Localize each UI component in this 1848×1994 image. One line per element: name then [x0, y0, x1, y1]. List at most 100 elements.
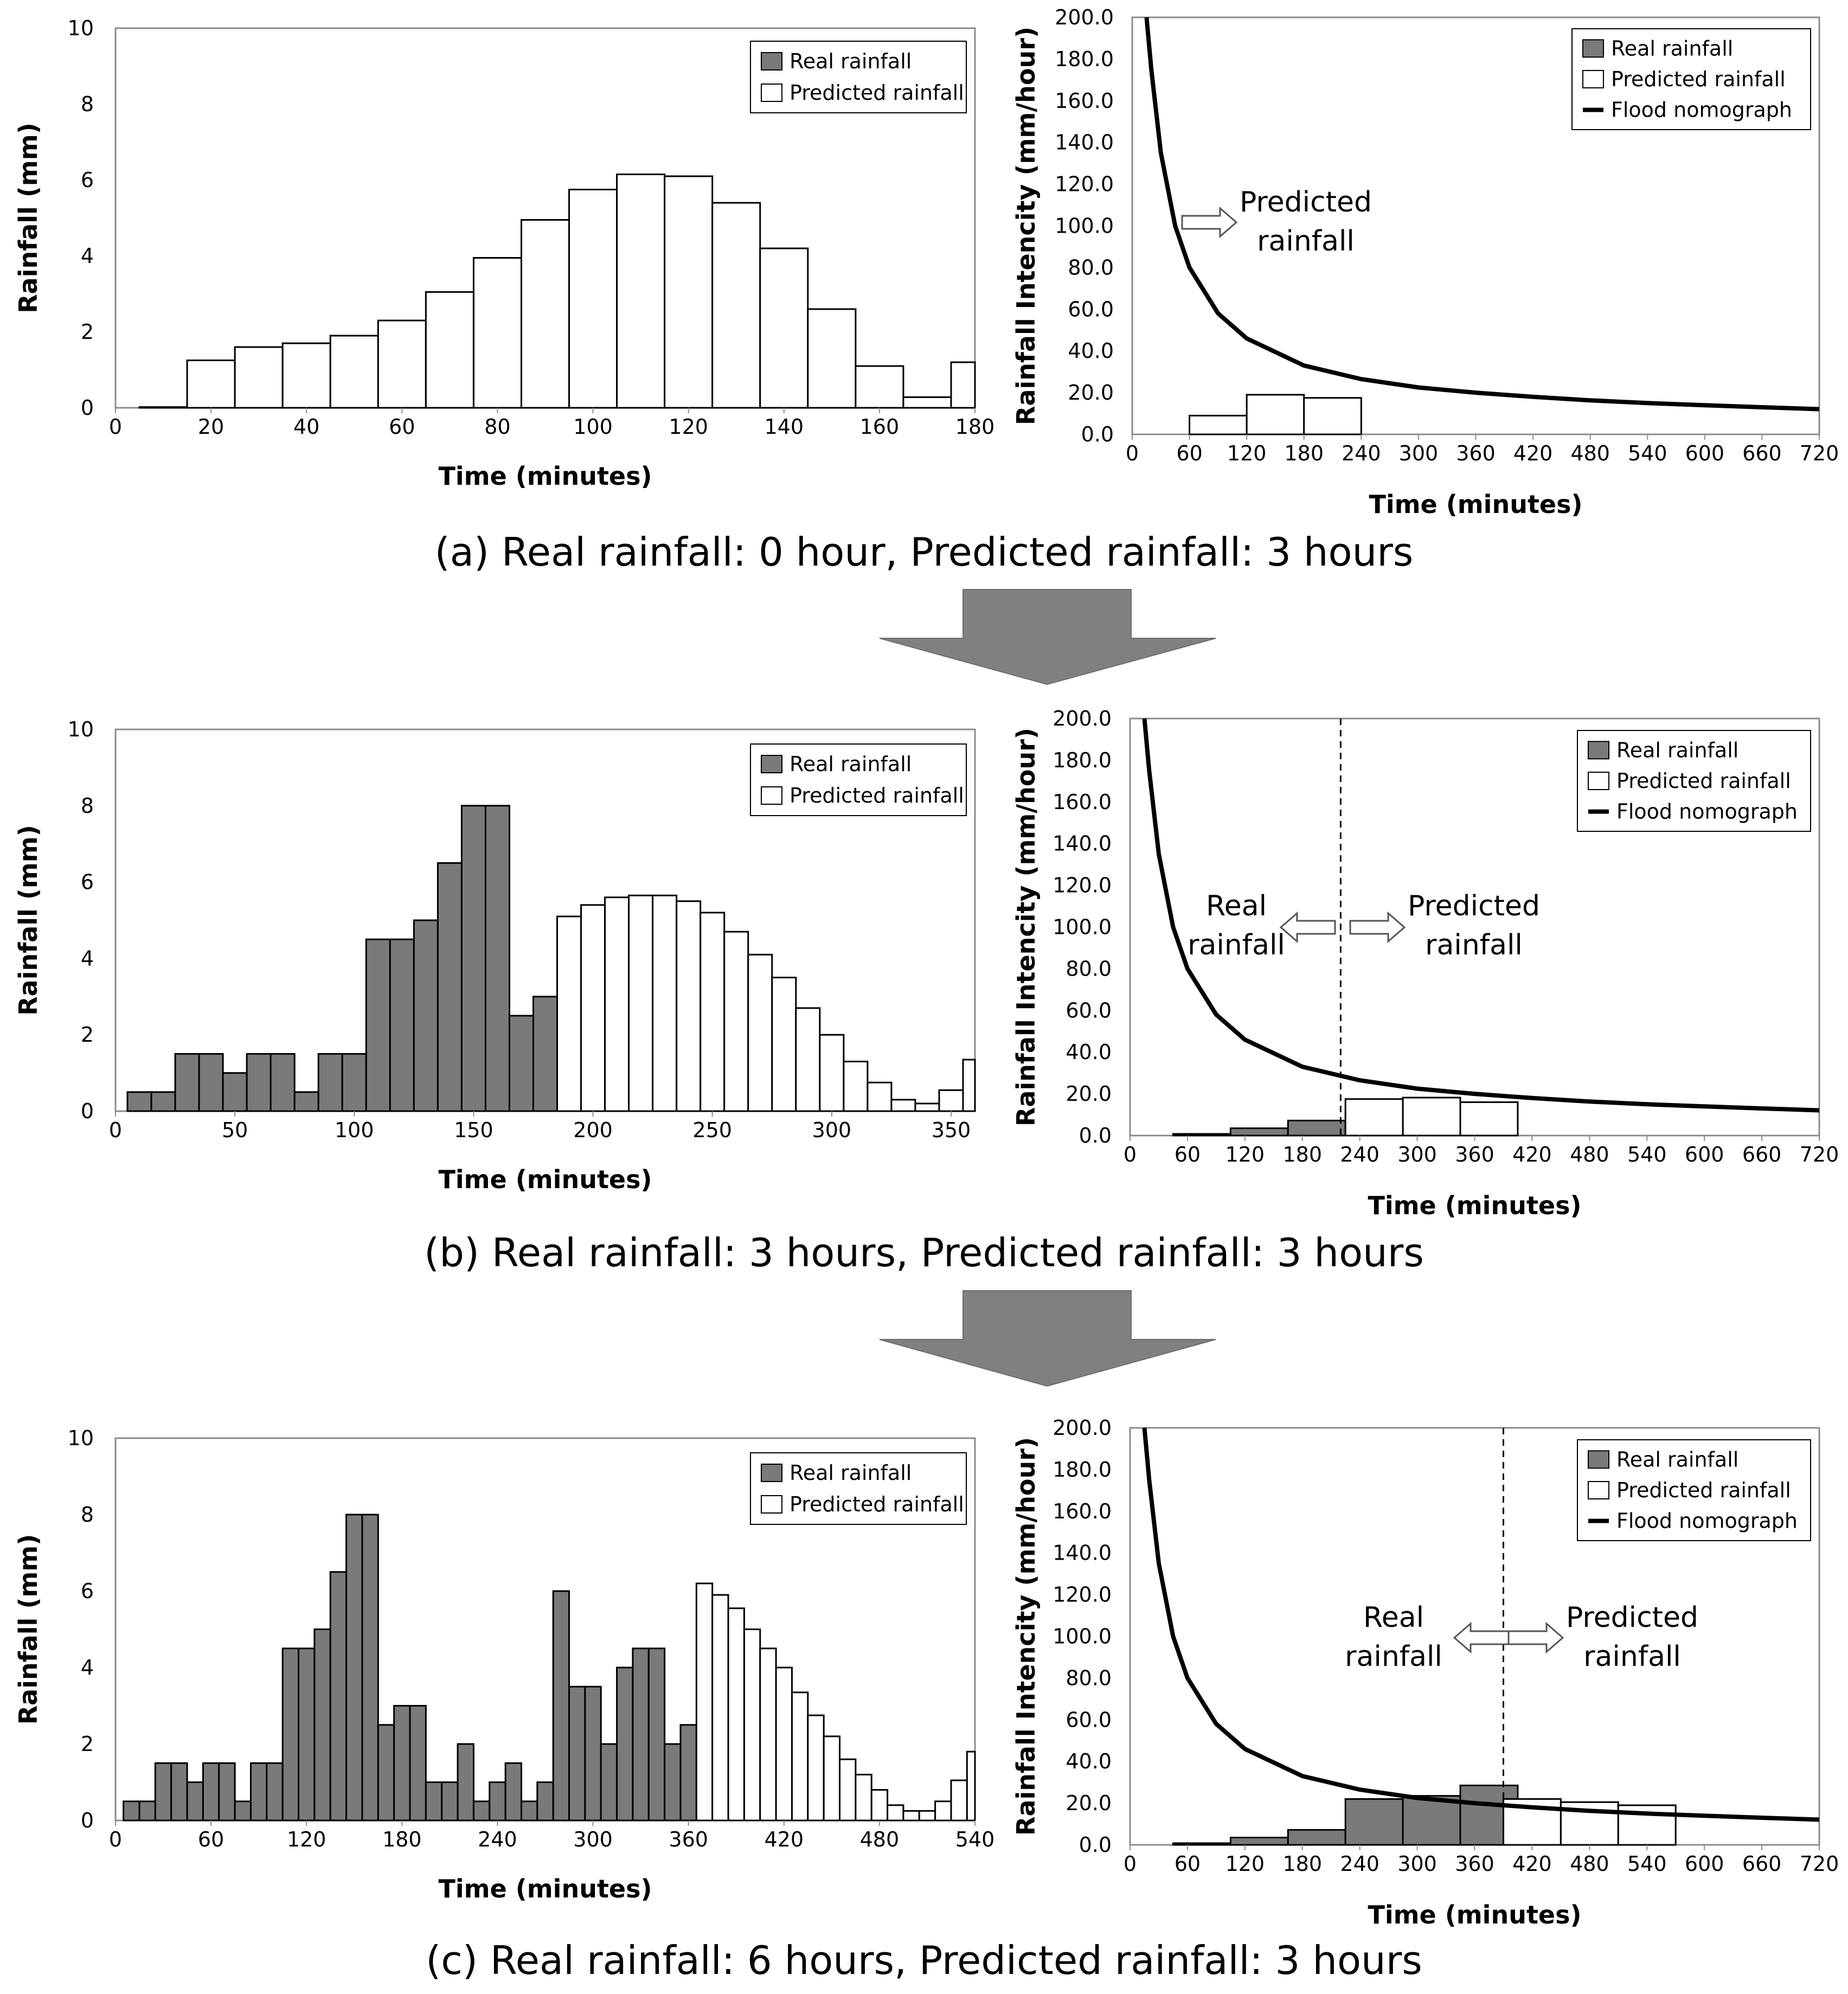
- real-rainfall-bar: [202, 1762, 220, 1822]
- predicted-rainfall-bar: [568, 189, 618, 409]
- annotation-a-predicted-line1: Predicted: [1240, 186, 1372, 219]
- real-rainfall-bar: [218, 1762, 236, 1822]
- y-tick-label: 10: [68, 1426, 94, 1450]
- y-tick-label: 80.0: [1066, 957, 1112, 980]
- y-axis-label: Rainfall Intencity (mm/hour): [1011, 27, 1041, 425]
- real-rainfall-bar: [1344, 1798, 1404, 1846]
- annotation-c-predicted-line2: rainfall: [1583, 1640, 1681, 1673]
- real-rainfall-bar: [536, 1781, 554, 1822]
- legend-label: Real rainfall: [1616, 1447, 1738, 1471]
- real-rainfall-bar: [293, 1091, 319, 1112]
- x-axis-label: Time (minutes): [1369, 490, 1582, 519]
- predicted-rainfall-bar: [966, 1751, 976, 1822]
- y-tick-label: 180.0: [1053, 1458, 1112, 1482]
- flood-nomograph-line: [1142, 1427, 1820, 1822]
- left-arrow-icon-b: [1279, 911, 1336, 944]
- predicted-rainfall-bar: [1344, 1098, 1404, 1137]
- predicted-rainfall-bar: [281, 342, 331, 409]
- legend-label: Predicted rainfall: [1611, 67, 1786, 91]
- x-tick-label: 250: [692, 1118, 732, 1142]
- x-tick-label: 350: [932, 1118, 971, 1142]
- x-tick-label: 300: [812, 1118, 852, 1142]
- x-tick-label: 240: [1340, 1852, 1379, 1876]
- real-rainfall-bar: [409, 1705, 427, 1822]
- x-tick-label: 60: [1176, 441, 1202, 465]
- x-tick-label: 180: [955, 415, 995, 439]
- x-tick-label: 300: [1397, 1852, 1437, 1876]
- legend-label: Flood nomograph: [1611, 98, 1792, 122]
- x-tick-label: 100: [335, 1118, 374, 1142]
- real-rainfall-bar: [460, 805, 486, 1112]
- predicted-rainfall-bar: [938, 1089, 964, 1112]
- legend-label: Predicted rainfall: [790, 81, 964, 105]
- predicted-rainfall-bar: [902, 396, 952, 409]
- x-tick-label: 300: [1397, 1143, 1437, 1166]
- predicted-rainfall-bar: [807, 308, 857, 409]
- predicted-rainfall-bar: [616, 174, 666, 409]
- legend-predicted-swatch: [761, 786, 782, 805]
- real-rainfall-bar: [504, 1762, 522, 1822]
- predicted-rainfall-bar: [580, 904, 606, 1112]
- predicted-rainfall-bar: [1402, 1097, 1461, 1137]
- chart-c-left: 0 60 120 180 240 300 360 420 480 540 0 2 4 6 8 10 Time (…: [14, 1426, 994, 1903]
- real-rainfall-bar: [222, 1072, 248, 1112]
- y-tick-label: 0: [81, 1099, 94, 1123]
- y-tick-label: 160.0: [1053, 1499, 1112, 1523]
- real-rainfall-bar: [1229, 1127, 1289, 1137]
- real-rainfall-bar: [365, 938, 391, 1112]
- y-tick-label: 0: [81, 396, 94, 420]
- predicted-rainfall-bar: [950, 361, 976, 409]
- predicted-rainfall-bar: [855, 365, 904, 409]
- x-tick-label: 0: [1124, 1852, 1137, 1876]
- y-tick-label: 4: [81, 1656, 94, 1679]
- predicted-rainfall-bar: [604, 896, 630, 1112]
- x-axis-label: Time (minutes): [1368, 1191, 1581, 1220]
- real-rainfall-bar: [298, 1647, 316, 1822]
- caption-c: (c) Real rainfall: 6 hours, Predicted ra…: [426, 1938, 1422, 1983]
- x-tick-label: 360: [669, 1828, 708, 1851]
- real-rainfall-bar: [266, 1762, 284, 1822]
- predicted-rainfall-bar: [652, 894, 678, 1112]
- x-tick-label: 720: [1800, 1852, 1839, 1876]
- legend-box: [750, 743, 967, 816]
- real-rainfall-bar: [186, 1781, 204, 1822]
- real-rainfall-bar: [1229, 1837, 1289, 1846]
- y-tick-label: 120.0: [1053, 1583, 1112, 1607]
- caption-a: (a) Real rainfall: 0 hour, Predicted rai…: [435, 529, 1414, 575]
- predicted-rainfall-bar: [1189, 414, 1248, 435]
- real-rainfall-bar: [270, 1053, 296, 1112]
- legend-predicted-swatch: [761, 1495, 782, 1514]
- real-rainfall-bar: [679, 1724, 697, 1822]
- flood-nomograph-line: [1144, 17, 1820, 412]
- legend-label: Predicted rainfall: [1616, 769, 1791, 793]
- x-axis-label: Time (minutes): [438, 1874, 652, 1903]
- x-tick-label: 600: [1685, 1852, 1724, 1876]
- legend-predicted-swatch: [761, 84, 782, 102]
- annotation-c-real-line1: Real: [1363, 1601, 1424, 1634]
- real-rainfall-bar: [520, 1800, 538, 1822]
- real-rainfall-bar: [457, 1743, 474, 1822]
- y-axis-label: Rainfall (mm): [14, 825, 43, 1016]
- real-rainfall-bar: [150, 1091, 176, 1112]
- legend-label: Real rainfall: [1611, 36, 1733, 60]
- real-rainfall-bar: [584, 1685, 602, 1822]
- legend-label: Predicted rainfall: [790, 784, 964, 807]
- x-tick-label: 360: [1455, 1143, 1494, 1166]
- y-tick-label: 20.0: [1066, 1082, 1112, 1106]
- real-rainfall-bar: [600, 1743, 618, 1822]
- real-rainfall-bar: [170, 1762, 188, 1822]
- predicted-rainfall-bar: [934, 1800, 952, 1822]
- x-tick-label: 120: [1225, 1143, 1265, 1166]
- real-rainfall-bar: [393, 1705, 411, 1822]
- real-rainfall-bar: [317, 1053, 343, 1112]
- real-rainfall-bar: [568, 1685, 586, 1822]
- x-axis-label: Time (minutes): [1368, 1900, 1581, 1929]
- y-tick-label: 160.0: [1053, 790, 1112, 814]
- predicted-rainfall-bar: [723, 931, 749, 1112]
- predicted-rainfall-bar: [425, 291, 474, 409]
- predicted-rainfall-bar: [556, 915, 582, 1112]
- chart-b-left: 0 50 100 150 200 250 300 350 0 2 4 6 8 10 Time (minute…: [14, 717, 976, 1194]
- y-tick-label: 80.0: [1068, 255, 1114, 279]
- real-rainfall-bar: [632, 1647, 650, 1822]
- x-tick-label: 180: [1284, 441, 1324, 465]
